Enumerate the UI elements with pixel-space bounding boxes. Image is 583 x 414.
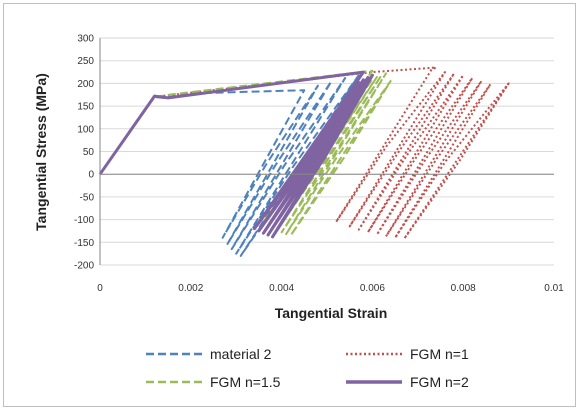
axes xyxy=(99,38,554,265)
y-tick-label: -200 xyxy=(74,261,94,272)
legend: material 2 FGM n=1 FGM n=1.5 FGM n=2 xyxy=(146,346,469,390)
y-tick-label: -150 xyxy=(74,238,94,249)
series-fgm-n-1-5 xyxy=(99,69,392,237)
y-tick-label: 100 xyxy=(77,124,94,135)
legend-label: FGM n=1 xyxy=(410,346,469,362)
series-line xyxy=(99,69,392,237)
legend-label: FGM n=1.5 xyxy=(210,374,281,390)
legend-label: material 2 xyxy=(210,346,272,362)
legend-item: FGM n=1 xyxy=(346,346,469,362)
legend-item: FGM n=1.5 xyxy=(146,374,281,390)
y-tick-label: 150 xyxy=(77,102,94,113)
y-tick-label: 0 xyxy=(88,170,94,181)
series-line xyxy=(99,66,510,240)
x-tick-label: 0.01 xyxy=(544,283,564,294)
legend-label: FGM n=2 xyxy=(410,374,469,390)
series-fgm-n-2 xyxy=(98,70,374,239)
series-fgm-n-1 xyxy=(99,66,510,240)
y-tick-label: 50 xyxy=(83,147,95,158)
y-tick-label: 250 xyxy=(77,56,94,67)
y-tick-label: -100 xyxy=(74,215,94,226)
y-tick-label: 200 xyxy=(77,79,94,90)
x-tick-label: 0.008 xyxy=(451,283,476,294)
legend-item: FGM n=2 xyxy=(346,374,469,390)
y-tick-label: -50 xyxy=(80,192,95,203)
x-tick-label: 0 xyxy=(97,283,103,294)
x-tick-label: 0.004 xyxy=(269,283,294,294)
y-tick-label: 300 xyxy=(77,34,94,45)
x-tick-label: 0.006 xyxy=(360,283,385,294)
y-axis-title: Tangential Stress (MPa) xyxy=(33,73,49,231)
series-line xyxy=(98,70,374,239)
series-layer xyxy=(98,66,510,257)
x-tick-label: 0.002 xyxy=(178,283,203,294)
x-axis-title: Tangential Strain xyxy=(275,305,388,321)
legend-item: material 2 xyxy=(146,346,272,362)
